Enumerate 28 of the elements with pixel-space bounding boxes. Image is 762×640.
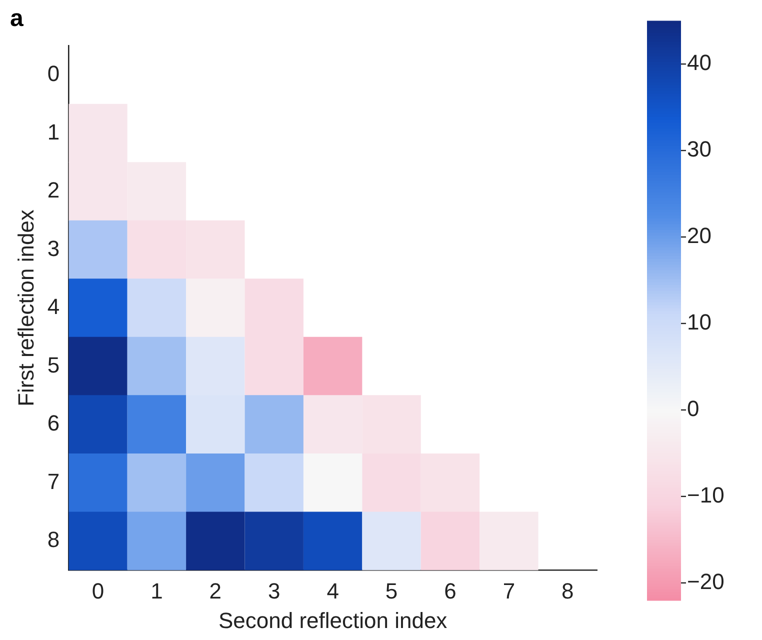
color-bar-label: 30 bbox=[687, 136, 712, 162]
x-tick-label: 8 bbox=[562, 578, 574, 604]
y-tick-label: 6 bbox=[47, 410, 60, 436]
x-tick-label: 0 bbox=[92, 578, 104, 604]
color-bar-label: 0 bbox=[687, 396, 700, 422]
x-tick-label: 5 bbox=[385, 578, 398, 604]
x-axis-title: Second reflection index bbox=[218, 608, 448, 633]
y-tick-label: 2 bbox=[47, 178, 60, 203]
y-tick-label: 3 bbox=[47, 236, 60, 261]
x-tick-label: 7 bbox=[502, 578, 516, 604]
color-bar-label: 20 bbox=[687, 223, 712, 248]
x-tick-label: 2 bbox=[209, 578, 222, 604]
y-tick-label: 1 bbox=[47, 119, 60, 144]
y-tick-label: 8 bbox=[47, 527, 60, 552]
color-bar-label: −20 bbox=[687, 568, 724, 594]
color-bar-label: −10 bbox=[687, 482, 724, 508]
y-tick-label: 7 bbox=[47, 468, 60, 494]
y-tick-label: 4 bbox=[47, 294, 60, 320]
x-tick-label: 1 bbox=[150, 578, 163, 604]
y-axis-title: First reflection index bbox=[13, 210, 38, 406]
color-bar-label: 10 bbox=[687, 310, 712, 335]
x-tick-label: 6 bbox=[444, 578, 456, 604]
y-tick-label: 5 bbox=[47, 352, 60, 378]
x-tick-label: 3 bbox=[268, 578, 280, 604]
x-tick-label: 4 bbox=[326, 578, 339, 604]
chart-title: a bbox=[10, 5, 24, 32]
y-tick-label: 0 bbox=[47, 60, 60, 86]
color-bar-label: 40 bbox=[687, 50, 712, 76]
